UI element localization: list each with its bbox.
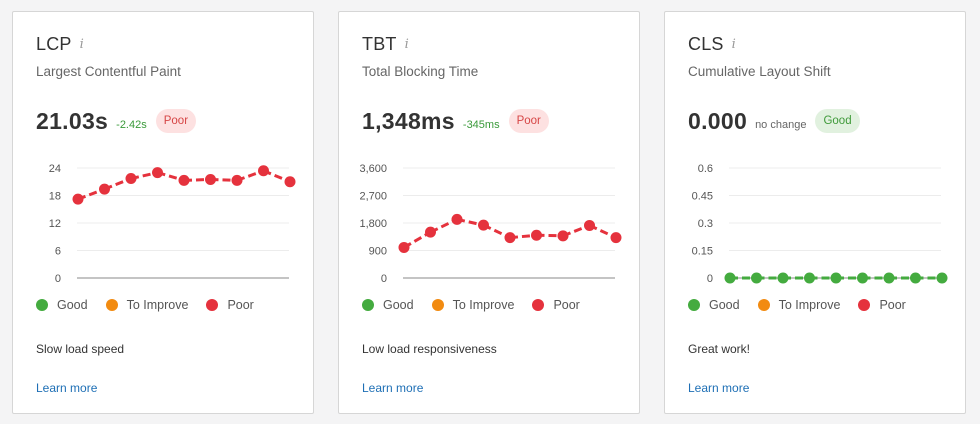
metric-delta: -2.42s [116, 119, 147, 131]
data-point [125, 173, 137, 185]
legend: Good To Improve Poor [36, 298, 272, 312]
tbt-chart: 3,600 2,700 1,800 900 0 [359, 163, 622, 285]
y-tick-label: 0 [707, 273, 713, 285]
legend-item-poor: Poor [532, 298, 580, 312]
metric-delta: -345ms [462, 119, 500, 131]
lcp-chart: 24 18 12 6 0 [49, 163, 296, 285]
info-icon[interactable]: i [79, 37, 84, 52]
legend-dot-to-improve [105, 299, 118, 311]
data-point [72, 193, 84, 205]
info-icon[interactable]: i [404, 37, 409, 52]
y-tick-label: 3,600 [359, 163, 387, 175]
y-tick-label: 0.6 [698, 163, 713, 175]
learn-more-link[interactable]: Learn more [688, 381, 750, 395]
card-note: Slow load speed [36, 342, 125, 356]
data-point [584, 219, 595, 231]
metric-value: 21.03s [36, 107, 109, 134]
legend-dot-poor [532, 299, 545, 311]
card-title: LCP i [36, 34, 84, 54]
metric-row: 0.000 no change Good [688, 106, 860, 136]
cls-chart: 0.6 0.45 0.3 0.15 0 [692, 163, 948, 285]
card-title: TBT i [362, 34, 409, 54]
data-point [751, 272, 762, 284]
lcp-card: LCP i Largest Contentful Paint 21.03s -2.… [12, 11, 314, 414]
info-icon[interactable]: i [731, 37, 736, 52]
legend: Good To Improve Poor [688, 298, 924, 312]
data-point [804, 272, 815, 284]
data-point [610, 232, 622, 244]
data-point [99, 183, 110, 195]
legend-dot-to-improve [431, 299, 444, 311]
data-point [425, 226, 436, 238]
legend-item-to-improve: To Improve [757, 298, 840, 312]
y-tick-label: 0.45 [692, 191, 713, 203]
metric-delta: no change [755, 119, 807, 131]
metric-value: 1,348ms [362, 107, 455, 134]
legend: Good To Improve Poor [362, 298, 598, 312]
data-point [398, 241, 410, 253]
status-badge: Good [815, 109, 860, 133]
y-tick-label: 0.3 [698, 218, 713, 230]
y-tick-label: 18 [49, 191, 61, 203]
y-tick-label: 12 [49, 218, 61, 230]
card-subtitle: Total Blocking Time [362, 64, 479, 79]
data-point [178, 174, 190, 186]
card-subtitle: Cumulative Layout Shift [688, 64, 831, 79]
card-note: Great work! [688, 342, 751, 356]
data-point [557, 230, 569, 242]
data-point [231, 174, 243, 186]
data-point [830, 272, 842, 284]
y-tick-label: 6 [55, 246, 61, 258]
y-tick-label: 1,800 [359, 218, 387, 230]
legend-item-good: Good [362, 298, 414, 312]
data-point [936, 272, 948, 284]
data-point [910, 272, 921, 284]
card-note: Low load responsiveness [362, 342, 497, 356]
cls-card: CLS i Cumulative Layout Shift 0.000 no ch… [664, 11, 966, 414]
data-point [152, 167, 163, 179]
legend-dot-to-improve [757, 299, 770, 311]
tbt-card: TBT i Total Blocking Time 1,348ms -345ms … [338, 11, 640, 414]
learn-more-link[interactable]: Learn more [36, 381, 98, 395]
data-point [284, 176, 296, 188]
legend-item-poor: Poor [858, 298, 906, 312]
data-point [205, 173, 216, 185]
y-tick-label: 24 [49, 163, 61, 175]
legend-item-good: Good [688, 298, 740, 312]
learn-more-link[interactable]: Learn more [362, 381, 424, 395]
status-badge: Poor [155, 109, 197, 133]
legend-item-to-improve: To Improve [431, 298, 514, 312]
metric-value: 0.000 [688, 107, 748, 134]
legend-dot-poor [206, 299, 219, 311]
data-point [531, 229, 542, 241]
card-title: CLS i [688, 34, 736, 54]
data-point [777, 272, 789, 284]
data-point [504, 232, 516, 244]
legend-dot-good [688, 299, 700, 311]
y-tick-label: 2,700 [359, 191, 387, 203]
metric-row: 21.03s -2.42s Poor [36, 106, 197, 136]
status-badge: Poor [508, 109, 549, 133]
data-point [724, 272, 736, 284]
legend-item-to-improve: To Improve [105, 298, 188, 312]
metric-row: 1,348ms -345ms Poor [362, 106, 549, 136]
data-point [857, 272, 868, 284]
legend-item-poor: Poor [206, 298, 254, 312]
card-subtitle: Largest Contentful Paint [36, 64, 181, 79]
data-point [883, 272, 895, 284]
y-tick-label: 0 [381, 273, 387, 285]
y-tick-label: 900 [369, 246, 387, 258]
data-point [451, 213, 463, 225]
legend-dot-good [362, 299, 374, 311]
legend-dot-poor [858, 299, 871, 311]
data-point [478, 219, 489, 231]
legend-item-good: Good [36, 298, 88, 312]
y-tick-label: 0.15 [692, 246, 713, 258]
y-tick-label: 0 [55, 273, 61, 285]
legend-dot-good [36, 299, 48, 311]
data-point [258, 165, 269, 177]
